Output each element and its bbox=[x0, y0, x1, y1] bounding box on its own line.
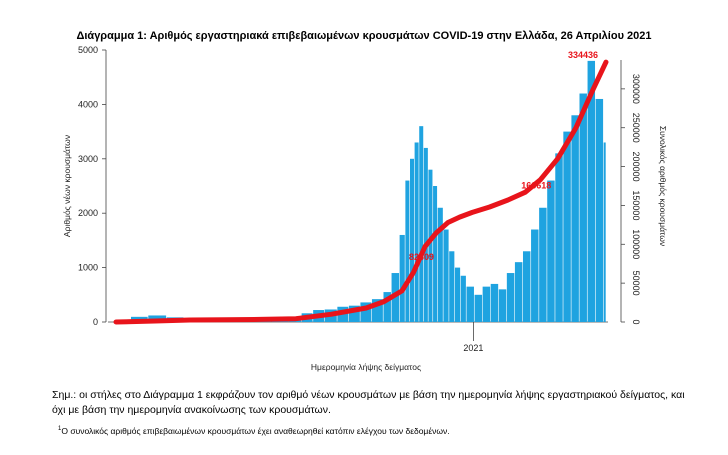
covid-chart: Διάγραμμα 1: Αριθμός εργαστηριακά επιβεβ… bbox=[62, 30, 668, 372]
footnote: 1Ο συνολικός αριθμός επιβεβαιωμένων κρου… bbox=[58, 426, 698, 436]
daily-bar bbox=[587, 60, 596, 322]
y-axis-label: Αριθμός νέων κρουσμάτων bbox=[62, 135, 72, 237]
annotation-166618: 166618 bbox=[521, 181, 551, 191]
y2-tick-label: 300000 bbox=[631, 74, 641, 104]
y-tick-label: 1000 bbox=[78, 263, 98, 273]
x-axis-ticks: 2021 bbox=[463, 322, 483, 353]
y2-axis-label: Συνολικός αριθμός κρουσμάτων bbox=[658, 126, 668, 246]
daily-bars bbox=[116, 60, 606, 323]
y-tick-label: 3000 bbox=[78, 154, 98, 164]
annotation-82609: 82609 bbox=[409, 252, 434, 262]
daily-bar bbox=[522, 251, 531, 322]
daily-bar bbox=[482, 286, 491, 322]
chart-note: Σημ.: οι στήλες στο Διάγραμμα 1 εκφράζου… bbox=[52, 389, 685, 416]
y-tick-label: 4000 bbox=[78, 99, 98, 109]
y2-tick-label: 250000 bbox=[631, 113, 641, 143]
daily-bar bbox=[383, 292, 391, 322]
daily-bar bbox=[579, 93, 587, 323]
daily-bar bbox=[428, 169, 433, 322]
footnote-text: Ο συνολικός αριθμός επιβεβαιωμένων κρουσ… bbox=[61, 426, 450, 436]
y-tick-label: 2000 bbox=[78, 208, 98, 218]
daily-bar bbox=[419, 126, 424, 322]
daily-bar bbox=[498, 289, 507, 322]
daily-bar bbox=[449, 251, 455, 322]
daily-bar bbox=[547, 180, 555, 322]
right-axis-ticks: 0 50000 100000 150000 200000 250000 300000 bbox=[621, 74, 641, 325]
daily-bar bbox=[571, 115, 579, 322]
left-axis-ticks: 0 1000 2000 3000 4000 5000 bbox=[78, 45, 106, 327]
daily-bar bbox=[360, 302, 372, 322]
y2-tick-label: 200000 bbox=[631, 152, 641, 182]
daily-bar bbox=[433, 186, 438, 322]
y2-tick-label: 0 bbox=[631, 319, 641, 324]
daily-bar bbox=[410, 158, 415, 322]
y-tick-label: 5000 bbox=[78, 45, 98, 55]
daily-bar bbox=[474, 294, 483, 322]
y-tick-label: 0 bbox=[93, 317, 98, 327]
daily-bar bbox=[563, 131, 571, 322]
daily-bar bbox=[414, 142, 419, 322]
daily-bar bbox=[405, 180, 410, 322]
daily-bar bbox=[460, 275, 466, 322]
footnote-marker: 1 bbox=[58, 426, 62, 433]
daily-bar bbox=[423, 147, 428, 322]
daily-bar bbox=[555, 153, 563, 322]
annotation-334436: 334436 bbox=[568, 50, 598, 60]
daily-bar bbox=[348, 305, 360, 322]
daily-bar bbox=[514, 262, 523, 322]
daily-bar bbox=[399, 234, 405, 322]
daily-bar bbox=[371, 299, 383, 322]
daily-bar bbox=[539, 207, 547, 322]
daily-bar bbox=[443, 229, 449, 322]
chart-title: Διάγραμμα 1: Αριθμός εργαστηριακά επιβεβ… bbox=[76, 30, 651, 42]
y2-tick-label: 100000 bbox=[631, 229, 641, 259]
daily-bar bbox=[490, 283, 499, 322]
daily-bar bbox=[531, 229, 539, 322]
daily-bar bbox=[506, 273, 515, 322]
x-tick-label: 2021 bbox=[463, 343, 483, 353]
y2-tick-label: 150000 bbox=[631, 190, 641, 220]
x-axis-label: Ημερομηνία λήψης δείγματος bbox=[311, 362, 421, 372]
cumulative-line bbox=[113, 59, 609, 325]
daily-bar bbox=[603, 142, 606, 322]
daily-bar bbox=[466, 286, 474, 322]
daily-bar bbox=[437, 207, 443, 322]
y2-tick-label: 50000 bbox=[631, 271, 641, 296]
daily-bar bbox=[595, 98, 604, 323]
daily-bar bbox=[454, 267, 461, 322]
